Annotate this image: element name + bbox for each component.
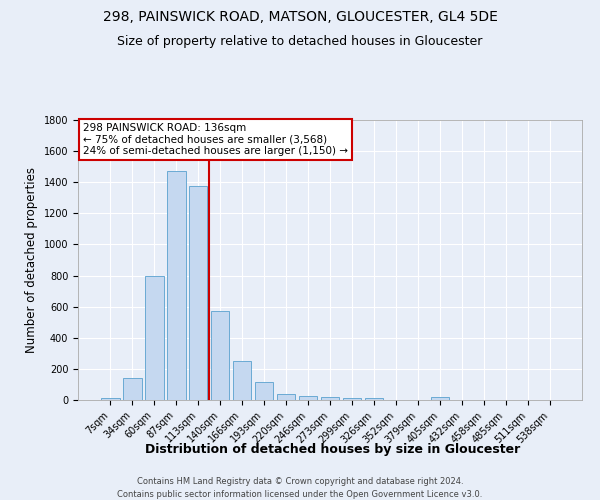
Bar	[123, 378, 142, 400]
Bar	[189, 186, 208, 400]
Text: Contains public sector information licensed under the Open Government Licence v3: Contains public sector information licen…	[118, 490, 482, 499]
Bar	[277, 394, 295, 400]
Bar	[320, 396, 340, 400]
Bar	[255, 382, 274, 400]
Bar	[101, 398, 119, 400]
Text: Size of property relative to detached houses in Gloucester: Size of property relative to detached ho…	[118, 35, 482, 48]
Bar	[211, 310, 229, 400]
Text: 298 PAINSWICK ROAD: 136sqm
← 75% of detached houses are smaller (3,568)
24% of s: 298 PAINSWICK ROAD: 136sqm ← 75% of deta…	[83, 123, 348, 156]
Bar	[431, 397, 449, 400]
Bar	[343, 398, 361, 400]
Bar	[167, 172, 185, 400]
Bar	[299, 396, 317, 400]
Text: Distribution of detached houses by size in Gloucester: Distribution of detached houses by size …	[145, 442, 521, 456]
Text: 298, PAINSWICK ROAD, MATSON, GLOUCESTER, GL4 5DE: 298, PAINSWICK ROAD, MATSON, GLOUCESTER,…	[103, 10, 497, 24]
Bar	[365, 398, 383, 400]
Y-axis label: Number of detached properties: Number of detached properties	[25, 167, 38, 353]
Bar	[145, 276, 164, 400]
Bar	[233, 362, 251, 400]
Text: Contains HM Land Registry data © Crown copyright and database right 2024.: Contains HM Land Registry data © Crown c…	[137, 478, 463, 486]
